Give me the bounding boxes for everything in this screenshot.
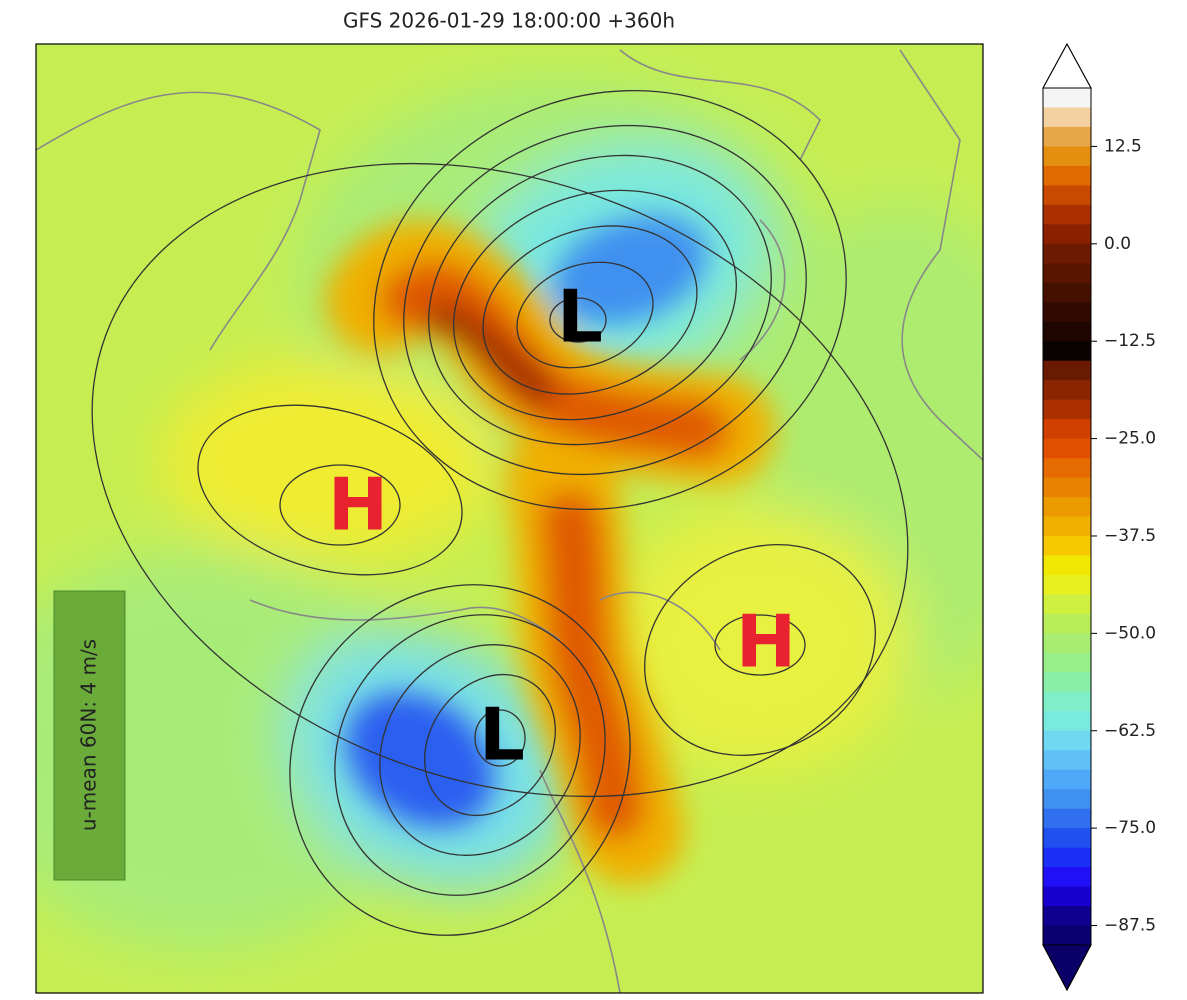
colorbar-tick-label: −12.5 [1104, 331, 1156, 351]
colorbar-tick-label: −87.5 [1104, 916, 1156, 936]
contour [373, 89, 847, 511]
contour [474, 709, 526, 767]
contour [379, 644, 581, 856]
contour [452, 189, 738, 421]
colorbar-band [1043, 808, 1091, 829]
colorbar-band [1043, 380, 1091, 401]
contour [644, 543, 876, 757]
low-label: L [557, 275, 603, 359]
colorbar-band [1043, 224, 1091, 245]
high-label: H [328, 463, 388, 547]
contour [279, 464, 401, 546]
coastline [36, 49, 983, 993]
colorbar-band [1043, 886, 1091, 907]
field-jet [325, 215, 775, 885]
colorbar-band [1043, 497, 1091, 517]
colorbar-band [1043, 535, 1091, 556]
colorbar-band [1043, 263, 1091, 284]
contour [516, 261, 654, 369]
colorbar-band [1043, 88, 1091, 108]
colorbar-extend-under [1042, 944, 1092, 992]
annotation-text: u-mean 60N: 4 m/s [77, 639, 101, 831]
colorbar-extend-over [1042, 42, 1092, 89]
colorbar-tick-label: 0.0 [1104, 234, 1131, 254]
contour [197, 404, 463, 576]
colorbar-band [1043, 341, 1091, 362]
colorbar-band [1043, 633, 1091, 654]
colorbar-band [1043, 672, 1091, 693]
colorbar-band [1043, 419, 1091, 440]
colorbar-band [1043, 458, 1091, 479]
field-yellow [160, 360, 500, 560]
colorbar-band [1043, 516, 1091, 537]
contour [424, 673, 556, 817]
contour [403, 124, 807, 476]
field-blue [345, 692, 495, 828]
colorbar-tick-label: −25.0 [1104, 429, 1156, 449]
colorbar-tick-label: −50.0 [1104, 623, 1156, 643]
contour [334, 614, 606, 896]
coastlines [36, 49, 983, 993]
field-blue [552, 215, 708, 325]
field-yellow [610, 510, 910, 770]
colorbar-tick-label: −37.5 [1104, 526, 1156, 546]
colorbar-band [1043, 204, 1091, 225]
colorbar-band [1043, 613, 1091, 634]
field-darkred [425, 305, 555, 405]
contour [714, 614, 806, 676]
colorbar-band [1043, 438, 1091, 459]
colorbar-band [1043, 243, 1091, 264]
colorbar: 12.5 0.0 −12.5 −25.0 −37.5 −50.0 −62.5 −75.0 −87… [1042, 42, 1156, 992]
colorbar-band [1043, 711, 1091, 732]
colorbar-band [1043, 574, 1091, 595]
contour [428, 154, 772, 446]
colorbar-band [1043, 126, 1091, 147]
colorbar-outline [1042, 42, 1092, 992]
colorbar-band [1043, 321, 1091, 342]
colorbar-band [1043, 555, 1091, 576]
colorbar-band [1043, 282, 1091, 303]
colorbar-band [1043, 789, 1091, 810]
contour [91, 162, 909, 798]
field-shading [36, 80, 983, 950]
colorbar-band [1043, 730, 1091, 751]
colorbar-band [1043, 652, 1091, 673]
colorbar-band [1043, 399, 1091, 420]
colorbar-band [1043, 847, 1091, 868]
colorbar-tick-label: −75.0 [1104, 818, 1156, 838]
annotation-box [53, 590, 126, 881]
contours [91, 89, 909, 936]
low-label: L [479, 693, 525, 777]
colorbar-band [1043, 925, 1091, 946]
colorbar-band [1043, 107, 1091, 128]
colorbar-band [1043, 302, 1091, 323]
contour [289, 584, 631, 936]
colorbar-tick-label: 12.5 [1104, 136, 1142, 156]
colorbar-band [1043, 867, 1091, 888]
map-title: GFS 2026-01-29 18:00:00 +360h [343, 9, 675, 33]
colorbar-band [1043, 146, 1091, 167]
colorbar-band [1043, 185, 1091, 206]
colorbar-band [1043, 906, 1091, 927]
colorbar-band [1043, 750, 1091, 771]
contour [482, 225, 698, 395]
map-frame [35, 43, 984, 994]
high-label: H [736, 600, 796, 684]
colorbar-band [1043, 828, 1091, 849]
colorbar-band [1043, 477, 1091, 498]
colorbar-band [1043, 691, 1091, 712]
colorbar-band [1043, 594, 1091, 615]
colorbar-band [1043, 165, 1091, 186]
colorbar-band [1043, 360, 1091, 381]
colorbar-tick-label: −62.5 [1104, 721, 1156, 741]
map-field: L L H H [36, 44, 983, 993]
colorbar-band [1043, 769, 1091, 790]
contour [549, 297, 607, 343]
